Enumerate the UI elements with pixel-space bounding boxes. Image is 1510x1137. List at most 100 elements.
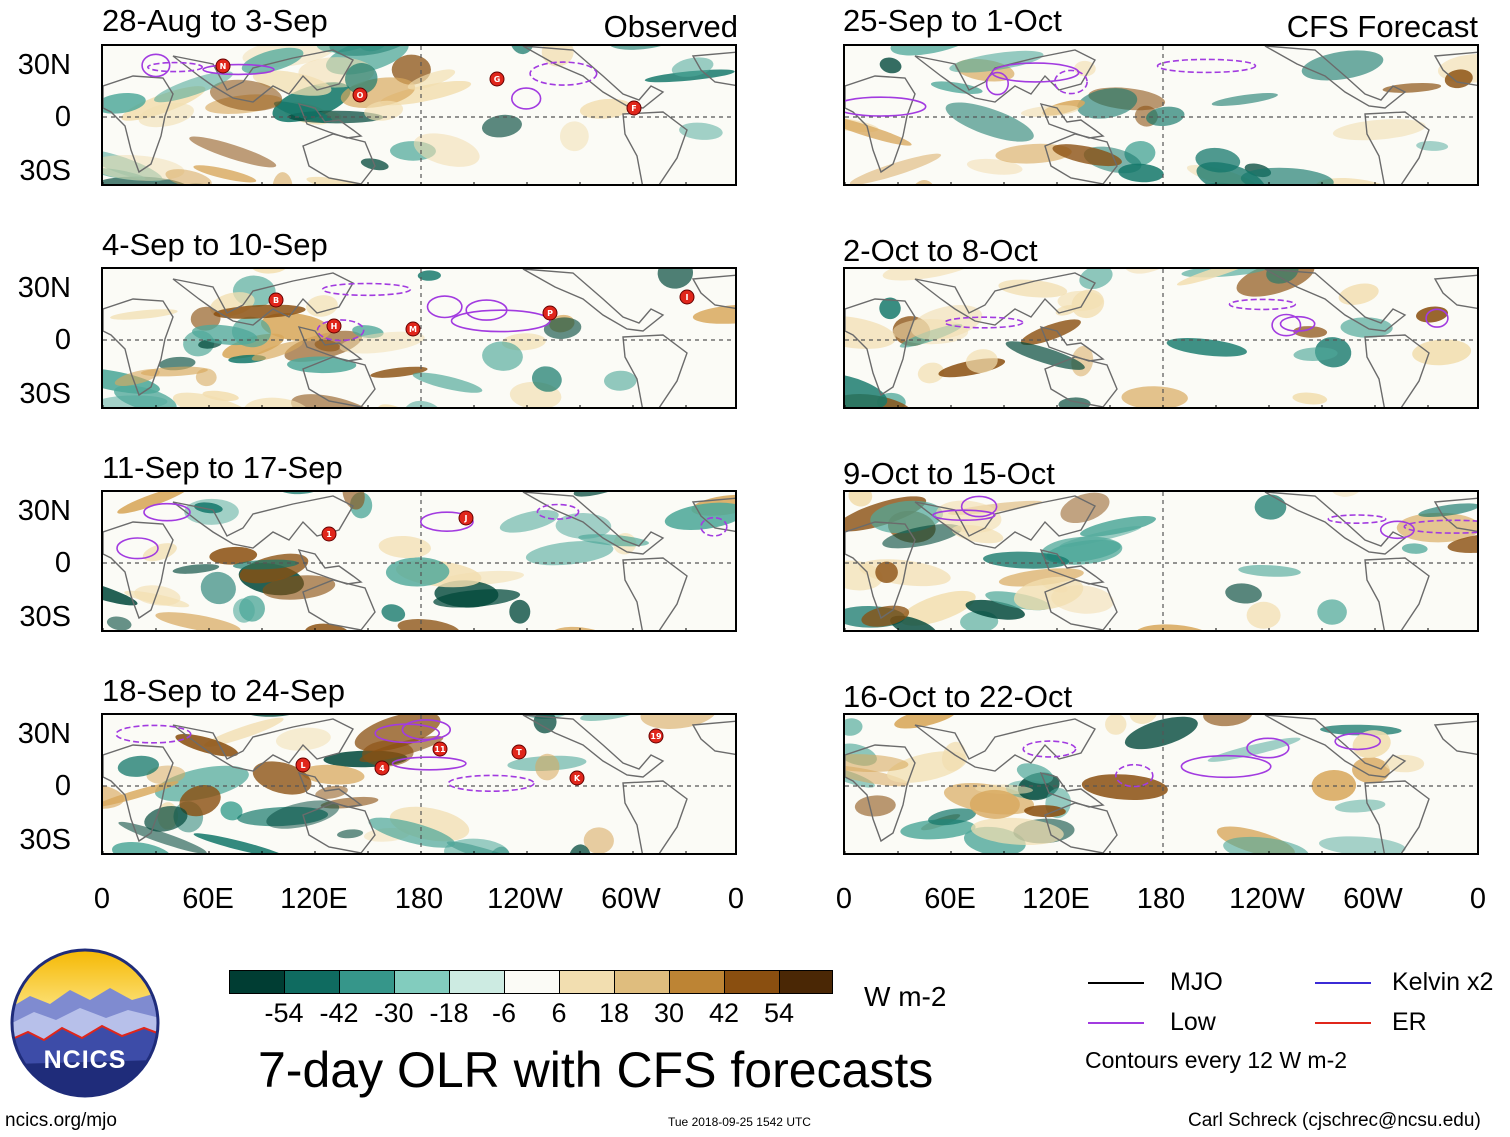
colorbar-swatch xyxy=(504,970,560,994)
olr-anomaly-blob xyxy=(314,339,340,352)
low-contour xyxy=(932,509,996,522)
olr-anomaly-blob xyxy=(1352,730,1391,759)
olr-anomaly-blob xyxy=(1024,805,1066,818)
olr-anomaly-blob xyxy=(935,500,1002,533)
olr-anomaly-blob xyxy=(138,102,194,128)
olr-anomaly-blob xyxy=(112,841,172,853)
olr-anomaly-blob xyxy=(1080,515,1156,537)
storm-marker: M xyxy=(405,321,421,337)
low-contour xyxy=(944,316,1024,329)
panel-title-obs-1: 28-Aug to 3-Sep xyxy=(102,3,328,38)
olr-anomaly-blob xyxy=(845,765,909,787)
low-contour xyxy=(511,87,542,110)
storm-label: F xyxy=(631,104,636,113)
ncics-logo-text: NCICS xyxy=(43,1046,127,1074)
lat-label-30n: 30N xyxy=(17,272,71,304)
panel-title-fcst-1: 25-Sep to 1-Oct xyxy=(843,3,1062,38)
low-contour xyxy=(1180,754,1272,779)
olr-anomaly-blob xyxy=(1412,339,1472,366)
forecast-map-svg-2 xyxy=(845,269,1477,407)
low-contour xyxy=(1228,298,1297,311)
lon-label: 60E xyxy=(182,883,234,915)
observed-label: Observed xyxy=(603,9,738,44)
coastline xyxy=(622,111,688,184)
coastline xyxy=(1044,579,1118,630)
olr-anomaly-blob xyxy=(1118,163,1164,183)
olr-anomaly-blob xyxy=(1060,492,1110,524)
footer-timestamp: Tue 2018-09-25 1542 UTC xyxy=(668,1115,811,1129)
low-contour xyxy=(985,71,1009,96)
low-contour xyxy=(1271,313,1302,337)
footer-url[interactable]: ncics.org/mjo xyxy=(5,1110,117,1131)
olr-anomaly-blob xyxy=(845,373,888,407)
coastline xyxy=(914,49,1096,103)
storm-marker: O xyxy=(352,87,368,103)
coastline xyxy=(103,75,174,174)
low-contour xyxy=(202,63,275,76)
olr-anomaly-blob xyxy=(304,623,351,630)
olr-anomaly-blob xyxy=(193,165,257,183)
storm-marker: F xyxy=(626,100,642,116)
coastline xyxy=(302,802,376,853)
forecast-map-4 xyxy=(843,713,1479,855)
olr-anomaly-blob xyxy=(965,349,998,373)
coastline xyxy=(1044,802,1118,853)
coastline xyxy=(691,51,735,87)
olr-anomaly-blob xyxy=(1416,306,1449,323)
olr-anomaly-blob xyxy=(845,718,863,736)
olr-anomaly-blob xyxy=(555,513,612,539)
olr-anomaly-blob xyxy=(117,755,160,777)
olr-anomaly-blob xyxy=(1352,757,1390,784)
forecast-map-2 xyxy=(843,267,1479,409)
lat-label-30s: 30S xyxy=(19,378,71,410)
colorbar-label: 42 xyxy=(708,998,740,1028)
olr-anomaly-blob xyxy=(1223,836,1309,853)
coastline xyxy=(522,715,665,778)
olr-anomaly-blob xyxy=(679,122,723,140)
olr-anomaly-blob xyxy=(272,172,293,184)
olr-anomaly-blob xyxy=(404,400,444,407)
olr-anomaly-blob xyxy=(103,781,179,807)
coastline xyxy=(1264,46,1407,109)
low-contour xyxy=(450,309,551,333)
coastline xyxy=(1039,548,1105,585)
olr-anomaly-blob xyxy=(103,92,146,114)
olr-anomaly-blob xyxy=(1203,715,1253,727)
olr-anomaly-blob xyxy=(193,833,285,853)
olr-anomaly-blob xyxy=(499,509,559,533)
olr-anomaly-blob xyxy=(202,390,239,401)
olr-anomaly-blob xyxy=(220,801,243,821)
olr-anomaly-blob xyxy=(949,50,1044,73)
low-contour xyxy=(1279,315,1316,332)
forecast-map-svg-1 xyxy=(845,46,1477,184)
olr-anomaly-blob xyxy=(1079,269,1113,290)
storm-label: 11 xyxy=(434,745,446,754)
storm-label: 1 xyxy=(326,530,332,539)
lat-label-eq: 0 xyxy=(54,770,71,802)
olr-anomaly-blob xyxy=(252,70,332,96)
low-contour xyxy=(316,319,365,342)
coastline xyxy=(691,720,735,756)
olr-anomaly-blob xyxy=(900,590,976,626)
low-contour xyxy=(143,502,191,522)
olr-anomaly-blob xyxy=(998,279,1068,298)
olr-anomaly-blob xyxy=(103,575,138,606)
olr-anomaly-blob xyxy=(848,492,873,507)
olr-anomaly-blob xyxy=(1166,338,1247,357)
colorbar-swatch xyxy=(559,970,615,994)
colorbar-label: -54 xyxy=(264,998,304,1028)
low-contour xyxy=(960,495,998,518)
olr-anomaly-blob xyxy=(306,176,387,184)
olr-anomaly-blob xyxy=(882,524,962,549)
lat-label-eq: 0 xyxy=(54,101,71,133)
coastline xyxy=(1044,133,1118,184)
lon-label: 180 xyxy=(1136,883,1186,915)
olr-anomaly-blob xyxy=(412,372,483,393)
olr-anomaly-blob xyxy=(368,817,456,848)
olr-anomaly-blob xyxy=(910,305,983,340)
olr-anomaly-blob xyxy=(559,121,589,152)
low-contour xyxy=(536,503,580,520)
olr-anomaly-blob xyxy=(882,269,976,281)
panel-title-fcst-4: 16-Oct to 22-Oct xyxy=(843,679,1073,714)
coastline xyxy=(622,557,688,630)
